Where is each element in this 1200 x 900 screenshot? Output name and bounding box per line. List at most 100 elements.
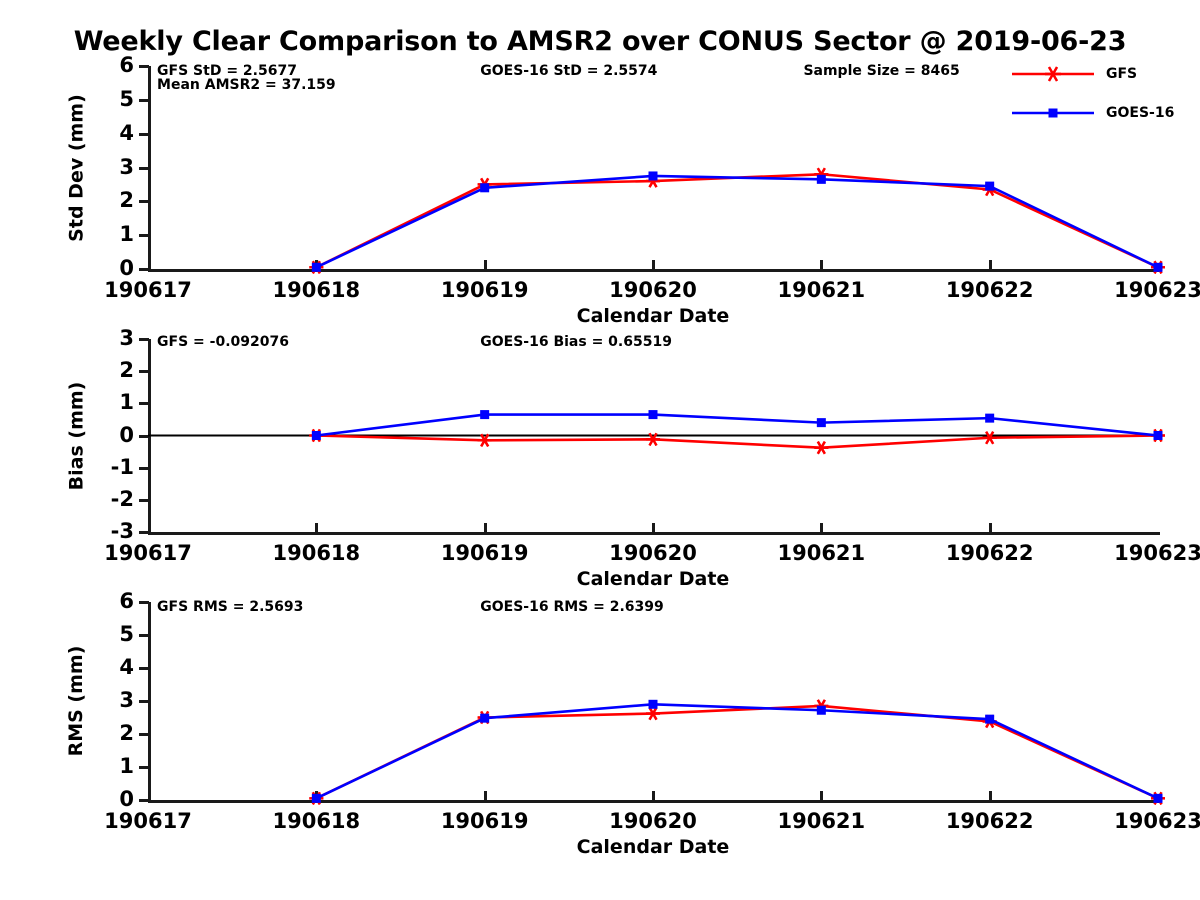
y-tick-label: 6 <box>119 589 134 613</box>
series-line-goes-16 <box>315 174 1159 269</box>
data-point-goes-16 <box>816 418 826 428</box>
y-tick-label: 2 <box>119 721 134 745</box>
y-tick-label: 3 <box>119 326 134 350</box>
y-tick-label: 2 <box>119 358 134 383</box>
legend-label-goes-16: GOES-16 <box>1106 105 1175 121</box>
data-point-goes-16 <box>985 714 995 724</box>
y-tick-mark <box>139 434 149 438</box>
data-point-goes-16 <box>480 713 490 723</box>
annotation-text: GOES-16 RMS = 2.6399 <box>480 598 664 615</box>
x-tick-label: 190623 <box>1114 541 1200 565</box>
x-axis-title-std-dev: Calendar Date <box>576 305 730 327</box>
data-point-goes-16 <box>1153 262 1163 272</box>
y-tick-mark <box>139 166 149 170</box>
annotation-text: GOES-16 Bias = 0.65519 <box>480 334 672 351</box>
x-tick-mark <box>820 523 824 533</box>
y-tick-label: 1 <box>119 754 134 778</box>
x-tick-label: 190623 <box>1114 809 1200 833</box>
data-point-goes-16 <box>311 431 321 440</box>
data-point-goes-16 <box>985 181 995 191</box>
x-tick-mark <box>315 523 319 533</box>
y-tick-label: 2 <box>119 188 134 213</box>
y-tick-label: 5 <box>119 622 134 646</box>
data-point-goes-16 <box>1153 793 1163 803</box>
y-tick-mark <box>139 132 149 136</box>
x-axis-line-bias <box>148 532 1160 535</box>
x-tick-mark <box>820 260 824 270</box>
y-tick-label: 0 <box>119 787 134 811</box>
x-tick-label: 190621 <box>777 541 866 565</box>
annotation-text: Mean AMSR2 = 37.159 <box>157 76 336 93</box>
y-axis-line-rms <box>148 602 151 802</box>
y-tick-mark <box>139 65 149 68</box>
y-tick-label: 5 <box>119 86 134 111</box>
x-tick-label: 190622 <box>945 278 1034 302</box>
x-tick-mark <box>652 791 655 801</box>
y-tick-label: 4 <box>119 655 134 679</box>
y-tick-label: 3 <box>119 154 134 179</box>
y-tick-label: 0 <box>119 422 134 447</box>
data-point-goes-16 <box>816 174 826 184</box>
annotation-text: GFS = -0.092076 <box>157 334 289 351</box>
x-tick-mark <box>483 791 487 801</box>
data-point-goes-16 <box>648 410 658 420</box>
x-tick-mark <box>652 260 655 270</box>
data-point-goes-16 <box>816 705 826 715</box>
data-point-gfs <box>646 706 660 721</box>
legend-marker-goes-16 <box>1012 108 1094 118</box>
x-tick-mark <box>988 791 992 801</box>
x-tick-label: 190618 <box>272 278 361 302</box>
y-tick-mark <box>139 799 149 802</box>
data-point-goes-16 <box>311 793 321 803</box>
data-point-goes-16 <box>648 171 658 181</box>
x-tick-mark <box>483 523 487 533</box>
annotation-text: Sample Size = 8465 <box>803 63 960 80</box>
y-axis-line-std-dev <box>148 66 151 271</box>
x-axis-line-rms <box>148 800 1160 803</box>
x-tick-mark <box>652 523 655 533</box>
y-tick-mark <box>139 402 149 406</box>
y-tick-label: -1 <box>110 454 134 479</box>
data-point-gfs <box>646 432 660 447</box>
y-tick-mark <box>139 601 149 604</box>
y-tick-mark <box>139 98 149 102</box>
y-tick-mark <box>139 370 149 374</box>
legend-marker-gfs <box>1012 66 1094 82</box>
x-tick-label: 190622 <box>945 809 1034 833</box>
x-tick-label: 190619 <box>440 278 529 302</box>
data-point-goes-16 <box>1153 431 1163 440</box>
x-tick-mark <box>820 791 824 801</box>
annotation-text: GFS StD = 2.5677 <box>157 63 297 80</box>
data-point-gfs <box>814 441 829 455</box>
series-line-goes-16 <box>316 413 1159 437</box>
x-axis-line-std-dev <box>148 269 1160 272</box>
y-tick-label: -2 <box>110 486 134 511</box>
data-point-goes-16 <box>648 699 658 709</box>
x-tick-mark <box>988 523 992 533</box>
y-tick-mark <box>139 498 149 502</box>
x-tick-label: 190617 <box>104 809 192 833</box>
y-tick-mark <box>139 338 149 341</box>
annotation-text: GOES-16 StD = 2.5574 <box>480 63 658 80</box>
x-tick-label: 190618 <box>272 541 361 565</box>
annotation-text: GFS RMS = 2.5693 <box>157 598 304 615</box>
x-tick-label: 190620 <box>609 809 697 833</box>
data-point-gfs <box>477 433 492 447</box>
x-tick-label: 190621 <box>777 809 866 833</box>
series-line-goes-16 <box>315 702 1159 800</box>
data-point-gfs <box>982 431 997 445</box>
x-tick-label: 190620 <box>609 541 697 565</box>
data-point-gfs <box>814 167 829 181</box>
y-tick-mark <box>139 531 149 534</box>
y-tick-label: 3 <box>119 688 134 712</box>
y-tick-mark <box>139 667 149 670</box>
y-tick-label: 4 <box>119 120 134 145</box>
data-point-goes-16 <box>480 410 490 420</box>
x-axis-title-bias: Calendar Date <box>576 568 730 590</box>
legend-label-gfs: GFS <box>1106 66 1138 82</box>
y-tick-mark <box>139 234 149 238</box>
y-tick-mark <box>139 733 149 736</box>
